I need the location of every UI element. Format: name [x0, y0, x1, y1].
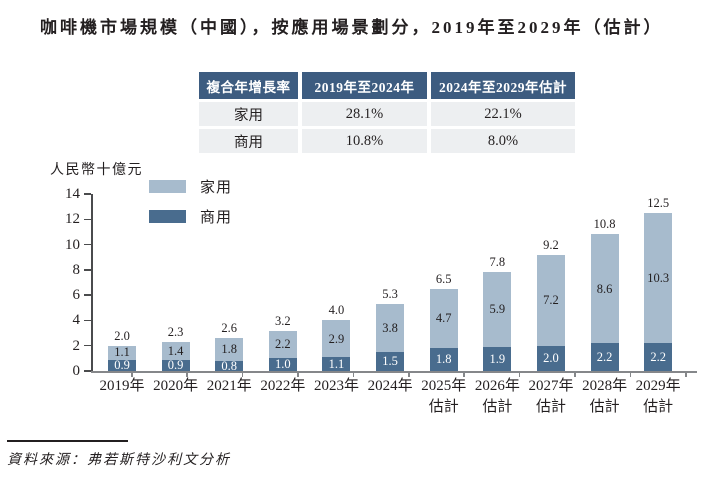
x-axis-label: 2021年	[206, 378, 252, 394]
x-axis-tick	[131, 373, 133, 377]
bar-total-label: 3.2	[275, 313, 291, 328]
bar-total-label: 9.2	[543, 237, 559, 252]
legend-label-commercial: 商用	[200, 210, 233, 226]
legend-item-home: 家用	[149, 176, 232, 197]
y-axis-tick-label: 6	[72, 287, 81, 304]
x-axis-tick	[408, 373, 410, 377]
x-axis-label: 2026年 估計	[474, 378, 520, 415]
bar-segment-home: 4.7	[429, 288, 458, 349]
x-axis-tick	[186, 373, 188, 377]
x-axis-tick	[463, 373, 465, 377]
legend-swatch-commercial-icon	[149, 210, 186, 223]
bar-segment-home: 8.6	[590, 234, 619, 344]
y-axis-tick	[84, 193, 91, 195]
legend-label-home: 家用	[200, 180, 233, 196]
figure-title: 咖啡機市場規模（中國），按應用場景劃分，2019年至2029年（估計）	[40, 18, 664, 37]
x-axis-tick	[297, 373, 299, 377]
x-axis-tick	[629, 373, 632, 377]
y-axis-tick-label: 2	[72, 337, 81, 354]
bar-segment-commercial: 1.5	[376, 352, 405, 371]
bar-segment-commercial: 2.2	[644, 343, 673, 371]
legend-item-commercial: 商用	[149, 206, 232, 227]
x-axis-tick	[352, 373, 355, 377]
bar-segment-home: 5.9	[483, 272, 512, 347]
y-axis-tick-label: 8	[72, 261, 81, 278]
x-axis-label: 2028年 估計	[582, 378, 628, 415]
bar-segment-home: 2.9	[322, 320, 351, 358]
y-axis-tick	[84, 344, 91, 347]
bar-total-label: 5.3	[382, 286, 398, 301]
bar-segment-home: 2.2	[268, 330, 297, 359]
x-axis-label: 2022年	[260, 378, 306, 394]
cagr-header-period2: 2024年至2029年估計	[431, 72, 575, 99]
x-axis-label: 2023年	[313, 378, 359, 394]
bar-segment-home: 1.4	[161, 341, 190, 360]
x-axis-label: 2020年	[153, 378, 199, 394]
y-axis-tick	[84, 370, 91, 372]
bar-segment-home: 1.1	[108, 345, 136, 360]
y-axis-tick	[84, 319, 91, 322]
cagr-row-home-label: 家用	[199, 102, 298, 126]
y-axis-tick	[84, 218, 91, 221]
y-axis-tick	[84, 243, 91, 246]
x-axis-label: 2029年 估計	[635, 378, 681, 415]
bar-total-label: 6.5	[435, 271, 452, 286]
bar-segment-commercial: 2.0	[536, 345, 565, 371]
x-axis-label: 2025年 估計	[421, 378, 467, 415]
bar-total-label: 4.0	[328, 303, 345, 318]
bar-segment-home: 7.2	[536, 254, 565, 346]
x-axis-tick	[241, 373, 244, 377]
bar-segment-commercial: 2.2	[590, 343, 619, 371]
legend-swatch-home-icon	[149, 180, 186, 193]
y-axis-tick-label: 0	[72, 363, 81, 379]
x-axis-label: 2024年	[367, 378, 413, 394]
x-axis-tick	[574, 373, 576, 377]
cagr-row-commercial-period2: 8.0%	[431, 129, 575, 153]
y-axis-line	[91, 193, 93, 371]
x-axis-tick	[685, 373, 687, 377]
y-axis-tick-label: 10	[65, 236, 80, 253]
y-axis-tick	[84, 269, 91, 271]
bar-total-label: 2.6	[221, 321, 238, 336]
cagr-header-metric: 複合年增長率	[199, 72, 298, 99]
bar-total-label: 7.8	[489, 255, 506, 270]
bar-segment-commercial: 1.8	[429, 348, 458, 371]
bar-segment-commercial: 1.1	[322, 357, 351, 371]
x-axis-tick	[518, 373, 521, 377]
source-note: 資料來源：弗若斯特沙利文分析	[7, 453, 231, 468]
cagr-row-home-period1: 28.1%	[302, 102, 427, 126]
bar-segment-commercial: 1.0	[268, 358, 297, 371]
y-axis-tick	[84, 294, 91, 296]
bar-segment-commercial: 0.9	[108, 359, 136, 371]
source-divider	[7, 440, 128, 442]
bar-segment-commercial: 0.9	[161, 359, 190, 371]
bar-segment-home: 1.8	[215, 338, 244, 361]
cagr-table: 複合年增長率 2019年至2024年 2024年至2029年估計 家用 28.1…	[199, 72, 575, 153]
y-axis-tick-label: 4	[72, 312, 81, 329]
cagr-header-period1: 2019年至2024年	[302, 72, 427, 99]
chart-legend: 家用 商用	[149, 176, 232, 227]
y-axis-tick-label: 14	[65, 185, 80, 202]
bar-total-label: 12.5	[647, 195, 670, 210]
bar-segment-home: 3.8	[376, 303, 405, 353]
bar-total-label: 2.3	[167, 324, 184, 339]
y-axis-tick-label: 12	[65, 211, 80, 228]
x-axis-label: 2027年 估計	[528, 378, 574, 415]
cagr-row-commercial-label: 商用	[199, 129, 298, 153]
x-axis-label: 2019年	[99, 378, 145, 394]
bar-segment-commercial: 0.8	[215, 360, 244, 372]
bar-total-label: 10.8	[593, 217, 616, 232]
x-axis-line	[91, 371, 697, 373]
bar-segment-home: 10.3	[644, 212, 673, 344]
bar-segment-commercial: 1.9	[483, 346, 512, 371]
bar-total-label: 2.0	[114, 328, 130, 343]
cagr-row-commercial-period1: 10.8%	[302, 129, 427, 153]
cagr-row-home-period2: 22.1%	[431, 102, 575, 126]
y-axis-unit-label: 人民幣十億元	[50, 163, 143, 178]
